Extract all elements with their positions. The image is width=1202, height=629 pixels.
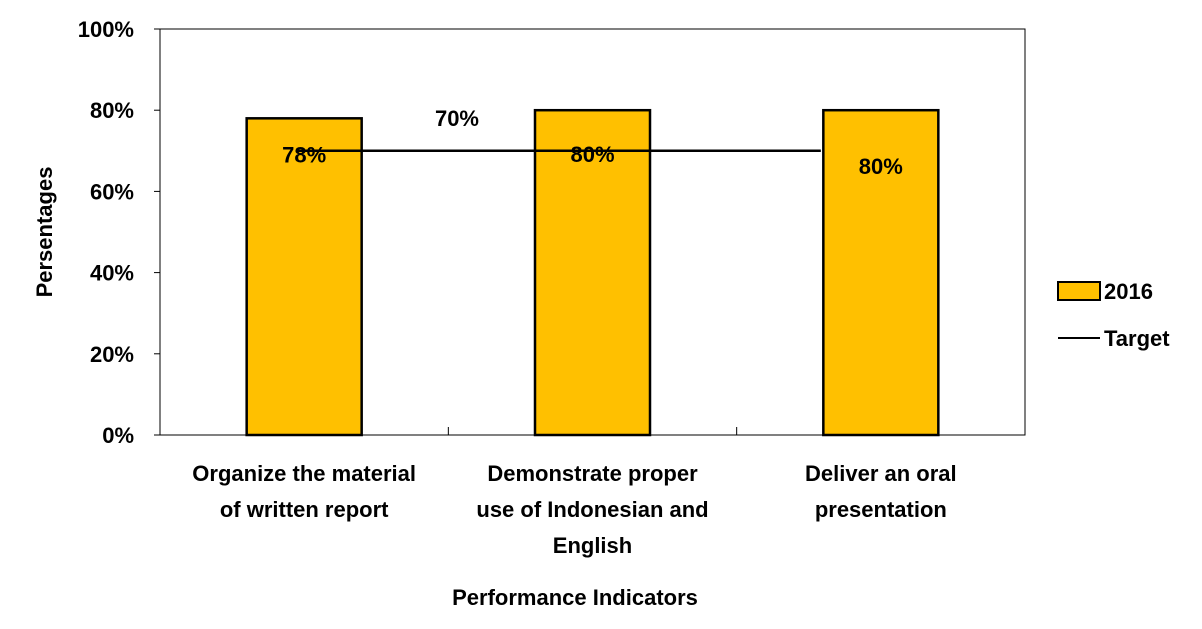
x-axis-ticks	[159, 427, 1026, 435]
legend-swatch-2016	[1057, 281, 1101, 301]
bar-series-2016	[245, 108, 940, 437]
legend-label-2016: 2016	[1104, 279, 1153, 304]
bar	[822, 108, 940, 437]
bar-data-labels: 78% 80% 80%	[282, 142, 903, 179]
legend: 2016 Target	[1057, 279, 1170, 351]
bar-data-label: 80%	[570, 142, 614, 167]
category-label-line: Deliver an oral	[805, 461, 957, 486]
category-label: Organize the material of written report	[192, 461, 416, 522]
category-label: Demonstrate proper use of Indonesian and E…	[476, 461, 708, 558]
bar	[245, 117, 363, 437]
y-tick-label: 20%	[90, 342, 134, 367]
bar-data-label: 78%	[282, 142, 326, 167]
bar-data-label: 80%	[859, 154, 903, 179]
y-axis-title: Persentages	[32, 167, 57, 298]
category-labels: Organize the material of written report De…	[192, 461, 956, 558]
x-axis-title: Performance Indicators	[452, 585, 698, 610]
y-tick-label: 80%	[90, 98, 134, 123]
bar	[533, 108, 652, 437]
y-tick-label: 100%	[78, 17, 134, 42]
category-label-line: English	[553, 533, 632, 558]
category-label-line: use of Indonesian and	[476, 497, 708, 522]
target-line-series: 70%	[297, 106, 821, 153]
target-data-label: 70%	[435, 106, 479, 131]
category-label-line: Demonstrate proper	[487, 461, 698, 486]
category-label: Deliver an oral presentation	[805, 461, 957, 522]
category-label-line: Organize the material	[192, 461, 416, 486]
y-tick-label: 0%	[102, 423, 134, 448]
y-axis-ticks: 0% 20% 40% 60% 80% 100%	[78, 17, 160, 448]
y-tick-label: 40%	[90, 261, 134, 286]
legend-label-target: Target	[1104, 326, 1170, 351]
category-label-line: of written report	[220, 497, 389, 522]
category-label-line: presentation	[815, 497, 947, 522]
y-tick-label: 60%	[90, 179, 134, 204]
